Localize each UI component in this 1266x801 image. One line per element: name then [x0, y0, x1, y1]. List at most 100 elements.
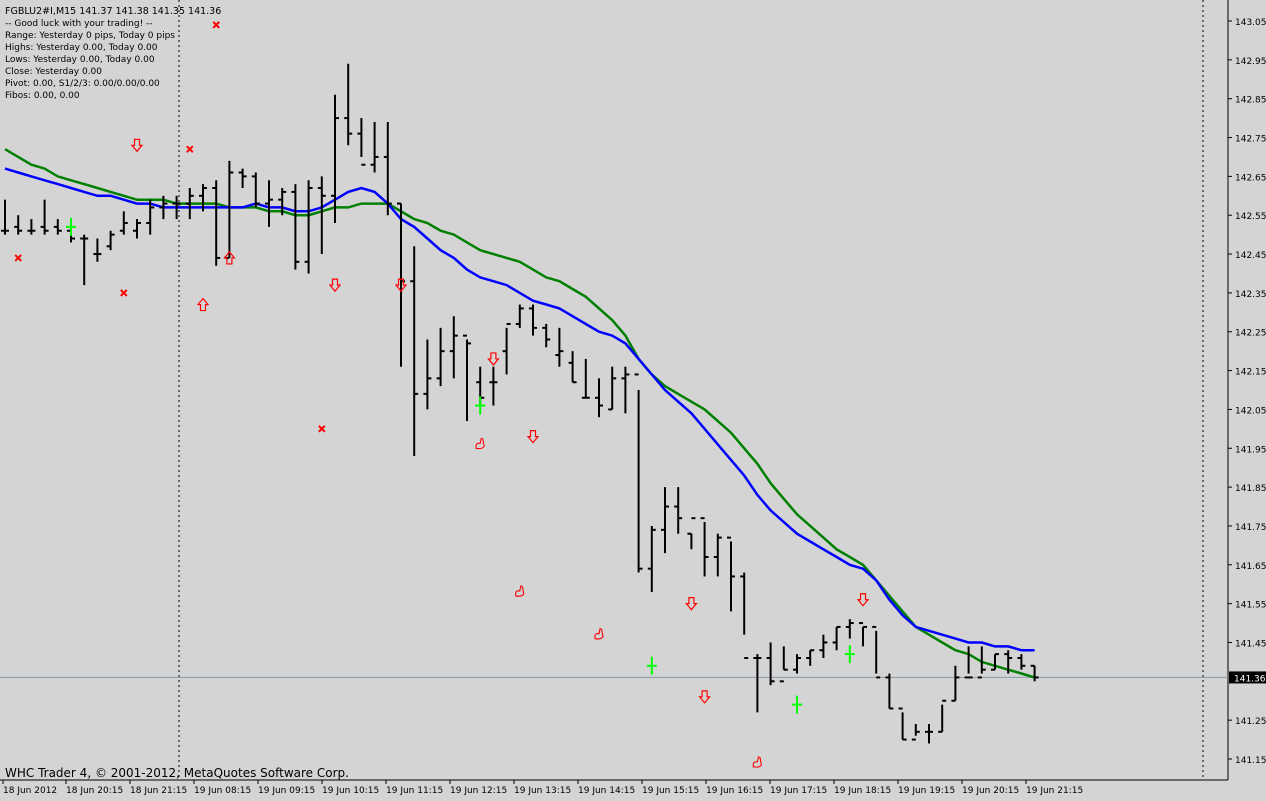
ohlc-bar[interactable]	[872, 625, 881, 679]
y-tick-label: 142.15	[1235, 368, 1266, 378]
ohlc-bar[interactable]	[529, 304, 537, 336]
current-price-tag	[1229, 671, 1266, 684]
ohlc-bar[interactable]	[344, 63, 353, 146]
ohlc-bar[interactable]	[845, 619, 854, 639]
ohlc-bar[interactable]	[80, 234, 89, 286]
ohlc-bar[interactable]	[964, 646, 973, 679]
ohlc-bar[interactable]	[172, 195, 181, 220]
ohlc-bar[interactable]	[938, 699, 947, 733]
ohlc-bar[interactable]	[555, 327, 564, 367]
ohlc-bar[interactable]	[317, 176, 326, 255]
x-tick-label: 18 Jun 2012	[3, 786, 57, 796]
ohlc-bar[interactable]	[779, 646, 788, 683]
ohlc-bar[interactable]	[265, 180, 273, 227]
ohlc-bar[interactable]	[357, 118, 366, 166]
ohlc-bar[interactable]	[608, 366, 617, 411]
ohlc-bar[interactable]	[410, 246, 419, 457]
ohlc-bar[interactable]	[977, 646, 986, 679]
ohlc-bar[interactable]	[674, 487, 683, 534]
ohlc-bar[interactable]	[291, 184, 300, 270]
ohlc-bar[interactable]	[595, 378, 603, 418]
symbol-info: FGBLU2#I,M15 141.37 141.38 141.35 141.36	[5, 6, 221, 17]
ohlc-bar[interactable]	[898, 707, 907, 741]
indicator-line: Lows: Yesterday 0.00, Today 0.00	[5, 55, 155, 65]
x-tick-label: 19 Jun 14:15	[578, 786, 635, 796]
ohlc-bar[interactable]	[661, 487, 669, 554]
ohlc-bar[interactable]	[278, 188, 287, 216]
ohlc-bar[interactable]	[991, 653, 999, 671]
ohlc-bar[interactable]	[449, 316, 458, 379]
ohlc-bar[interactable]	[370, 121, 379, 173]
down-arrow-signal	[487, 352, 500, 366]
ohlc-bar[interactable]	[925, 724, 933, 744]
y-tick-label: 141.25	[1235, 717, 1266, 727]
ohlc-bar[interactable]	[911, 724, 920, 741]
ohlc-bar[interactable]	[159, 195, 168, 220]
ohlc-bar[interactable]	[1030, 664, 1039, 682]
ohlc-bar[interactable]	[740, 572, 749, 660]
ohlc-bar[interactable]	[515, 304, 524, 328]
ohlc-bar[interactable]	[383, 121, 392, 216]
ohlc-bar[interactable]	[581, 358, 590, 399]
ohlc-bar[interactable]	[713, 533, 722, 577]
ohlc-bar[interactable]	[832, 625, 841, 651]
ohlc-bar[interactable]	[621, 366, 630, 414]
ohlc-bar[interactable]	[806, 649, 815, 666]
ohlc-bar[interactable]	[1017, 654, 1026, 670]
ohlc-bar[interactable]	[647, 525, 656, 592]
y-tick-label: 142.55	[1235, 212, 1266, 222]
cross-stroke	[120, 289, 128, 297]
ohlc-bar[interactable]	[423, 339, 432, 410]
y-tick-label: 142.35	[1235, 290, 1266, 300]
ohlc-bar[interactable]	[568, 351, 577, 384]
ohlc-bar[interactable]	[199, 184, 207, 212]
ohlc-bar[interactable]	[951, 665, 960, 702]
ohlc-bar[interactable]	[27, 219, 36, 235]
cross-marker	[186, 145, 194, 153]
ohlc-bar[interactable]	[185, 188, 194, 220]
ohlc-bar[interactable]	[819, 634, 828, 659]
ohlc-bar[interactable]	[489, 366, 498, 406]
plus-signal-marker	[844, 645, 855, 664]
y-tick-label: 142.95	[1235, 57, 1266, 67]
ohlc-bar[interactable]	[885, 673, 894, 710]
ohlc-bar[interactable]	[634, 373, 643, 573]
ohlc-bar[interactable]	[793, 654, 801, 674]
ohlc-bar[interactable]	[463, 334, 471, 422]
ohlc-bar[interactable]	[106, 230, 115, 251]
ohlc-bar[interactable]	[146, 199, 155, 235]
ohlc-bar[interactable]	[502, 322, 511, 375]
ohlc-bar[interactable]	[133, 219, 141, 239]
x-tick-label: 19 Jun 17:15	[770, 786, 827, 796]
ohlc-bar[interactable]	[93, 238, 102, 262]
ohlc-bar[interactable]	[40, 199, 49, 235]
hand-signal-icon	[515, 585, 525, 597]
ohlc-bar[interactable]	[212, 180, 221, 266]
ohlc-bar[interactable]	[251, 172, 260, 208]
ohlc-bar[interactable]	[238, 168, 247, 189]
ohlc-bar[interactable]	[304, 180, 313, 274]
x-tick-label: 19 Jun 13:15	[514, 786, 571, 796]
ohlc-bar[interactable]	[119, 211, 128, 235]
copyright-text: WHC Trader 4, © 2001-2012, MetaQuotes So…	[5, 766, 349, 780]
ohlc-bar[interactable]	[436, 327, 445, 387]
ohlc-bar[interactable]	[766, 642, 775, 686]
current-price-label: 141.36	[1234, 674, 1266, 684]
ohlc-bar[interactable]	[727, 536, 735, 612]
ohlc-bar[interactable]	[542, 323, 551, 348]
y-tick-label: 141.95	[1235, 445, 1266, 455]
plus-signal-marker	[646, 656, 657, 675]
ohlc-bar[interactable]	[14, 215, 23, 235]
ohlc-bar[interactable]	[1, 199, 9, 235]
ohlc-bar[interactable]	[687, 517, 696, 550]
x-tick-label: 19 Jun 21:15	[1026, 786, 1083, 796]
ohlc-bar[interactable]	[1004, 650, 1013, 674]
ohlc-bar[interactable]	[331, 94, 339, 223]
x-tick-label: 19 Jun 08:15	[194, 786, 251, 796]
ohlc-bar[interactable]	[700, 517, 709, 577]
ohlc-bar[interactable]	[753, 654, 762, 713]
ohlc-bar[interactable]	[859, 622, 867, 647]
ohlc-bar[interactable]	[53, 219, 62, 235]
